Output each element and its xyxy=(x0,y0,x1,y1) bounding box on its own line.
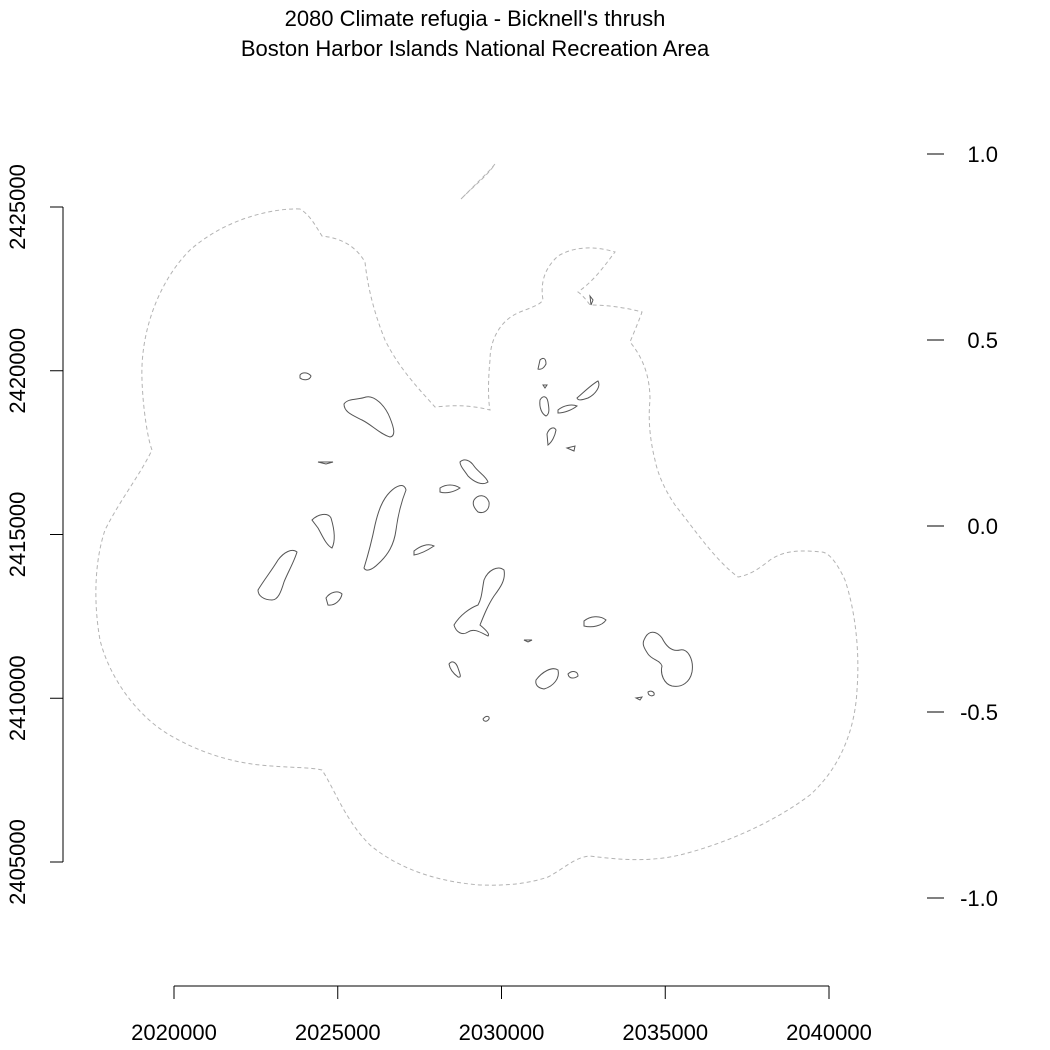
island xyxy=(299,372,312,381)
legend-tick-label: -1.0 xyxy=(960,886,998,911)
x-axis: 2020000 2025000 2030000 2035000 2040000 xyxy=(131,985,872,1045)
island xyxy=(472,495,490,513)
y-tick-label: 2420000 xyxy=(5,328,30,414)
island xyxy=(537,357,547,370)
x-tick-label: 2035000 xyxy=(622,1020,708,1045)
map-title-line1: 2080 Climate refugia - Bicknell's thrush xyxy=(285,6,666,31)
island xyxy=(539,396,550,417)
island xyxy=(583,616,607,628)
island xyxy=(567,671,579,679)
island xyxy=(459,459,489,485)
island xyxy=(311,513,335,549)
island xyxy=(589,294,594,306)
y-tick-label: 2410000 xyxy=(5,655,30,741)
islands xyxy=(257,294,693,722)
legend-tick-label: 1.0 xyxy=(967,142,998,167)
island xyxy=(642,631,693,687)
x-tick-label: 2030000 xyxy=(459,1020,545,1045)
y-tick-label: 2415000 xyxy=(5,492,30,578)
island xyxy=(576,380,600,401)
y-axis: 2405000 2410000 2415000 2420000 2425000 xyxy=(5,164,64,905)
island xyxy=(557,404,578,414)
island xyxy=(542,384,548,389)
x-tick-label: 2025000 xyxy=(295,1020,381,1045)
refugia-buffer-outline xyxy=(95,208,859,886)
island xyxy=(565,445,576,452)
island xyxy=(546,427,557,446)
legend-tick-label: -0.5 xyxy=(960,700,998,725)
island xyxy=(535,668,559,690)
y-tick-label: 2425000 xyxy=(5,164,30,250)
island xyxy=(413,544,435,556)
island xyxy=(325,591,343,606)
y-tick-label: 2405000 xyxy=(5,819,30,905)
x-tick-label: 2040000 xyxy=(786,1020,872,1045)
legend-axis: 1.0 0.5 0.0 -0.5 -1.0 xyxy=(927,142,998,911)
island xyxy=(523,639,533,643)
map-title-line2: Boston Harbor Islands National Recreatio… xyxy=(241,36,710,61)
island xyxy=(453,567,505,637)
island xyxy=(647,690,655,697)
island xyxy=(363,485,407,571)
island xyxy=(482,715,490,722)
island xyxy=(343,396,395,438)
island xyxy=(634,696,644,701)
refugia-buffer-fragment xyxy=(460,163,496,200)
legend-tick-label: 0.5 xyxy=(967,328,998,353)
island xyxy=(257,549,298,601)
island xyxy=(439,484,461,494)
island xyxy=(317,461,334,465)
x-tick-label: 2020000 xyxy=(131,1020,217,1045)
island xyxy=(448,661,461,678)
legend-tick-label: 0.0 xyxy=(967,514,998,539)
